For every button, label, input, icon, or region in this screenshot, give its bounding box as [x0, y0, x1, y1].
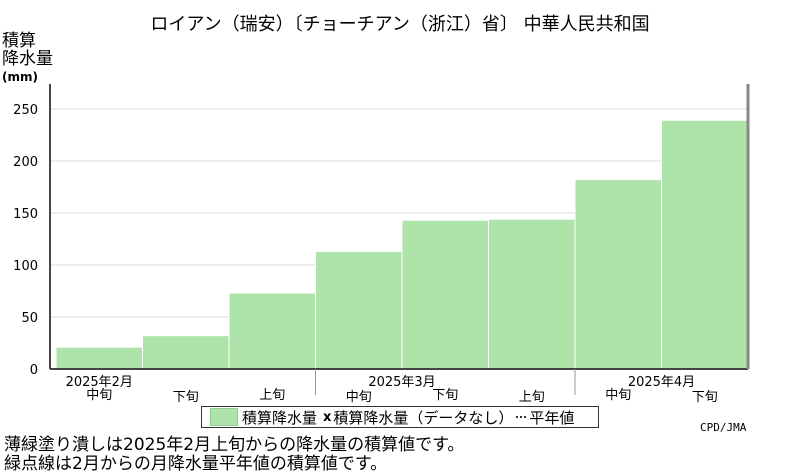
bars — [55, 119, 749, 370]
x-tick-label-4: 下旬 — [432, 388, 458, 403]
bar-4 — [401, 219, 489, 370]
y-axis-unit: (mm) — [2, 70, 38, 84]
bar-3 — [315, 250, 403, 370]
y-tick-label-0: 0 — [30, 363, 38, 378]
x-tick-label-3: 中旬 — [346, 390, 372, 405]
bar-1 — [142, 335, 230, 370]
axes — [49, 84, 750, 395]
x-tick-label-1: 下旬 — [173, 390, 199, 405]
bar-0 — [55, 346, 143, 370]
legend-item-normal: 平年値 — [529, 408, 575, 427]
bar-7 — [661, 119, 749, 370]
y-axis-label-line2: 降水量 — [2, 49, 53, 69]
x-tick-label-6: 中旬 — [605, 388, 631, 403]
y-tick-label-2: 100 — [13, 259, 38, 274]
legend-item-nodata: 積算降水量（データなし） — [333, 408, 514, 427]
credit: CPD/JMA — [700, 421, 747, 434]
y-tick-label-1: 50 — [21, 311, 38, 326]
bar-2 — [228, 292, 316, 370]
y-axis-label-line1: 積算 — [2, 31, 36, 51]
legend-swatch-fill — [210, 408, 238, 426]
month-label-0: 2025年2月 — [66, 375, 133, 390]
note-dotted: 緑点線は2月からの月降水量平年値の積算値です。 — [4, 454, 388, 474]
y-tick-label-4: 200 — [13, 155, 38, 170]
y-tick-label-5: 250 — [13, 103, 38, 118]
x-tick-label-5: 上旬 — [519, 390, 545, 405]
month-label-2: 2025年4月 — [628, 375, 695, 390]
x-tick-label-2: 上旬 — [259, 388, 285, 403]
legend-dotted-line-icon — [516, 416, 527, 418]
legend-x-marker: x — [323, 409, 332, 425]
y-tick-label-3: 150 — [13, 207, 38, 222]
y-axis-label: 積算 降水量 (mm) — [2, 32, 53, 86]
x-tick-label-0: 中旬 — [86, 388, 112, 403]
month-label-1: 2025年3月 — [368, 375, 435, 390]
x-tick-label-7: 下旬 — [692, 390, 718, 405]
note-fill: 薄緑塗り潰しは2025年2月上旬からの降水量の積算値です。 — [4, 435, 465, 455]
chart-title: ロイアン（瑞安）〔チョーチアン（浙江）省〕 中華人民共和国 — [150, 14, 650, 35]
legend-item-cumulative: 積算降水量 — [242, 408, 318, 427]
legend: 積算降水量 x 積算降水量（データなし） 平年値 — [201, 406, 599, 428]
tick-labels: 0 50 100 150 200 250 中旬 下旬 上旬 中旬 下旬 上旬 中旬 下旬 2025年2月 20… — [13, 103, 718, 405]
bar-6 — [574, 179, 662, 370]
bar-5 — [488, 218, 576, 370]
